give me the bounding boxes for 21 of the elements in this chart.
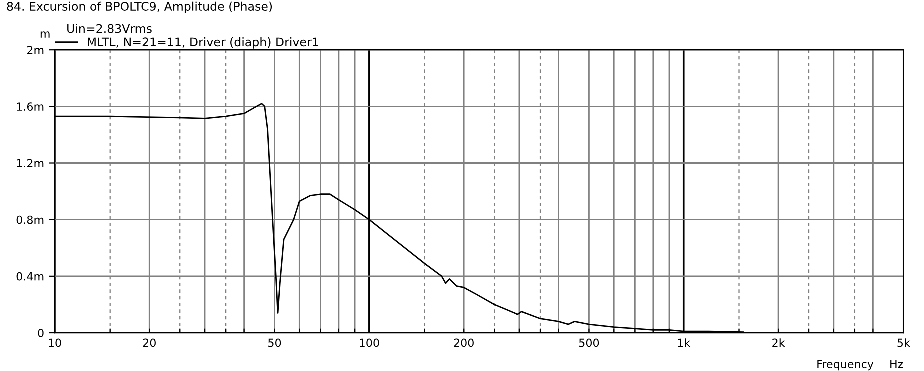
x-tick-label: 5k — [898, 338, 910, 348]
y-tick-label: 0.4m — [16, 272, 44, 281]
text: Hz — [890, 360, 904, 368]
x-tick-label: 10 — [49, 338, 62, 348]
x-tick-label: 1k — [678, 338, 691, 348]
chart-title: 84. Excursion of BPOLTC9, Amplitude (Phase) — [7, 2, 272, 14]
x-tick-label: 200 — [454, 338, 474, 348]
x-axis-title: Frequency — [818, 360, 874, 371]
y-tick-label: 0 — [38, 328, 44, 338]
x-tick-label: 500 — [579, 338, 600, 348]
x-tick-label: 50 — [268, 338, 282, 348]
x-tick-label: 2k — [772, 338, 786, 348]
x-tick-label: 20 — [143, 338, 156, 348]
text: MLTL, N=21=11, Driver (diaph) Driver1 — [88, 37, 318, 49]
x-tick-label: 100 — [360, 338, 380, 348]
y-tick-label: 2m — [27, 46, 44, 54]
y-tick-label: 1.6m — [17, 102, 44, 112]
y-tick-label: 1.2m — [17, 159, 44, 168]
chart-subtitle: Uin=2.83Vrms — [68, 24, 152, 34]
y-axis-title: m — [40, 32, 50, 38]
y-tick-label: 0.8m — [16, 216, 44, 224]
